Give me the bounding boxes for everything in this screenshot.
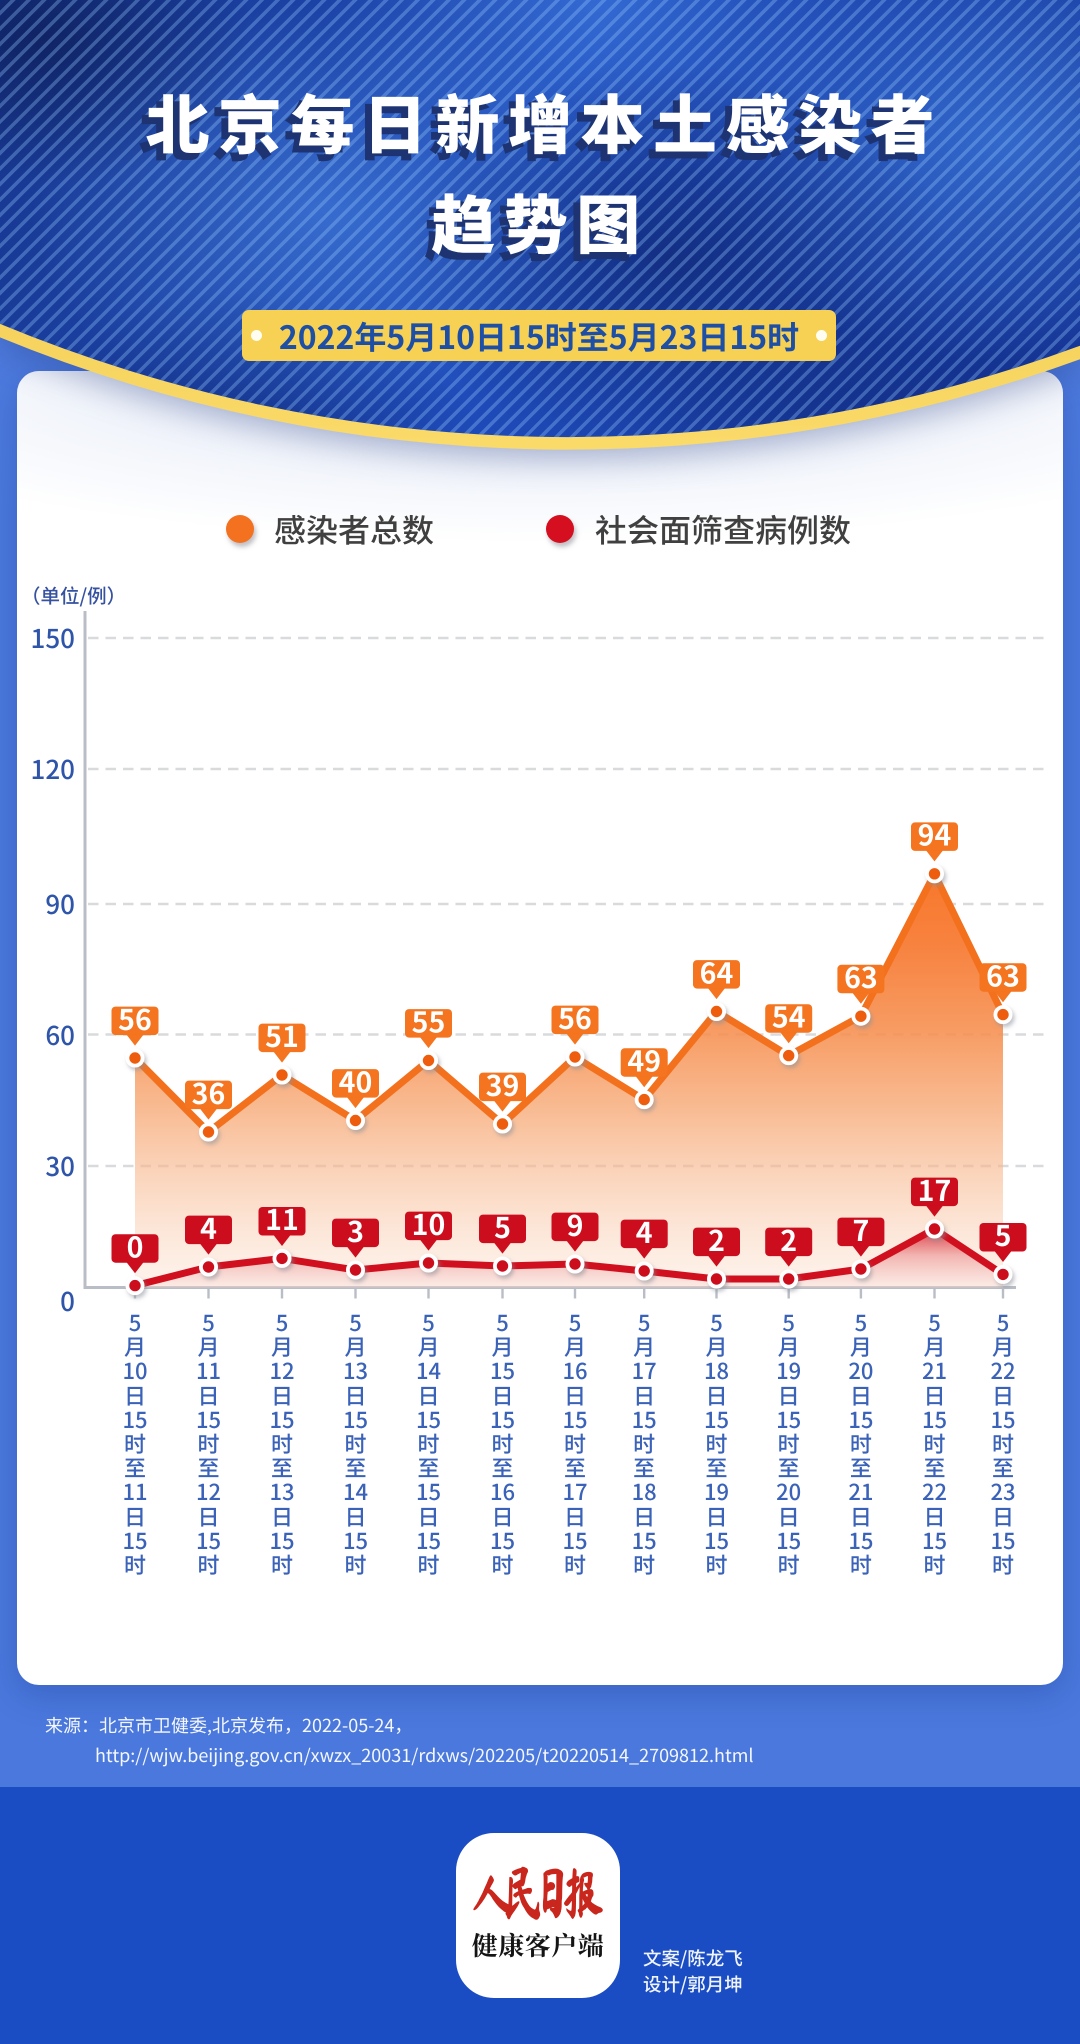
svg-text:5: 5: [995, 1214, 1012, 1255]
svg-text:7: 7: [852, 1209, 869, 1250]
svg-text:55: 55: [412, 1000, 446, 1041]
svg-text:9: 9: [567, 1204, 584, 1245]
svg-text:63: 63: [844, 956, 878, 997]
svg-text:5: 5: [494, 1206, 511, 1247]
svg-text:54: 54: [772, 995, 806, 1036]
svg-text:40: 40: [339, 1060, 373, 1101]
svg-text:10: 10: [412, 1203, 446, 1244]
svg-text:49: 49: [627, 1039, 661, 1080]
svg-text:39: 39: [486, 1064, 520, 1105]
svg-text:11: 11: [265, 1198, 299, 1239]
svg-text:2: 2: [780, 1219, 797, 1260]
svg-text:4: 4: [200, 1207, 217, 1248]
svg-text:56: 56: [118, 998, 152, 1039]
svg-text:36: 36: [192, 1072, 226, 1113]
svg-text:2: 2: [708, 1219, 725, 1260]
svg-text:0: 0: [127, 1225, 144, 1266]
svg-text:3: 3: [347, 1210, 364, 1251]
svg-text:51: 51: [265, 1015, 299, 1056]
svg-text:4: 4: [636, 1211, 653, 1252]
svg-text:63: 63: [986, 954, 1020, 995]
svg-text:56: 56: [558, 997, 592, 1038]
svg-text:64: 64: [700, 951, 734, 992]
svg-text:94: 94: [918, 814, 952, 855]
svg-text:17: 17: [918, 1169, 952, 1210]
